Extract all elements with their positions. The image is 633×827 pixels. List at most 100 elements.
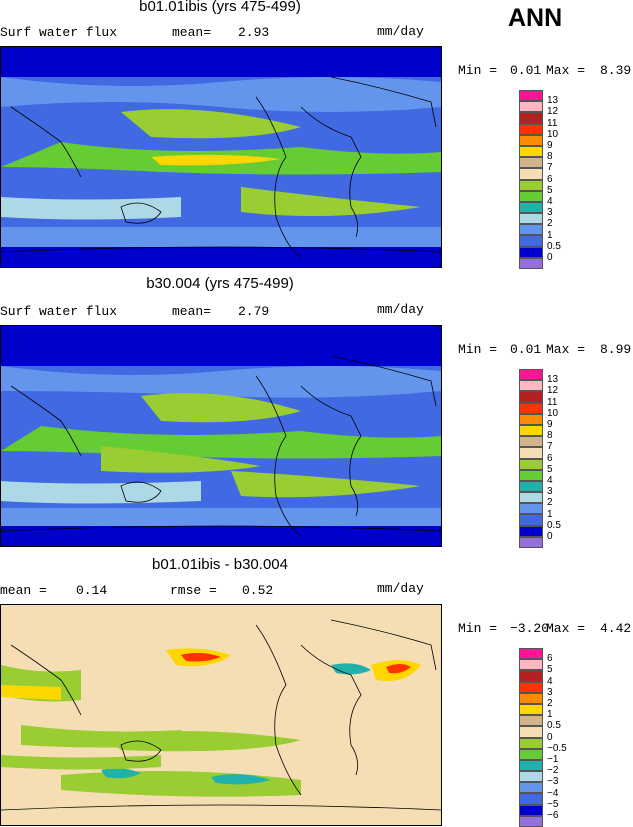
colorbar-label: −4	[547, 787, 559, 799]
panel-3-rmse-value: 0.52	[242, 583, 274, 598]
colorbar-swatch	[519, 692, 543, 704]
colorbar-swatch	[519, 480, 543, 493]
colorbar-label: −6	[547, 810, 559, 821]
colorbar-label: 6	[547, 653, 553, 665]
panel-1-min-label: Min =	[458, 63, 498, 78]
colorbar-swatch	[519, 112, 543, 124]
colorbar-swatch	[519, 715, 543, 727]
colorbar-label: 10	[547, 128, 559, 140]
panel-1-mean-value: 2.93	[238, 25, 270, 40]
colorbar-label: 2	[547, 497, 553, 509]
colorbar-label: 12	[547, 106, 559, 118]
colorbar-swatch	[519, 771, 543, 783]
colorbar-swatch	[519, 737, 543, 749]
colorbar-swatch	[519, 157, 543, 169]
panel-2-max-label: Max =	[546, 342, 586, 357]
colorbar-swatch	[519, 815, 543, 827]
colorbar-label: −5	[547, 798, 559, 810]
panel-3-min-label: Min =	[458, 621, 498, 636]
panel-2-min-label: Min =	[458, 342, 498, 357]
colorbar-swatch	[519, 235, 543, 247]
colorbar-swatch	[519, 469, 543, 481]
panel-3-min-value: −3.20	[510, 621, 550, 636]
panel-2-mean-label: mean=	[172, 304, 212, 319]
colorbar-label: 9	[547, 419, 553, 430]
colorbar-label: 13	[547, 95, 559, 107]
colorbar-swatch	[519, 436, 543, 448]
panel-1-title: b01.01ibis (yrs 475-499)	[139, 0, 301, 15]
colorbar-label: 3	[547, 207, 553, 219]
colorbar-label: 8	[547, 151, 553, 163]
colorbar-label: −2	[547, 765, 559, 777]
colorbar-swatch	[519, 659, 543, 671]
panel-1-mean-label: mean=	[172, 25, 212, 40]
colorbar-label: 2	[547, 698, 553, 709]
colorbar-label: 0	[547, 252, 553, 263]
colorbar-swatch	[519, 369, 543, 381]
panel-2-title: b30.004 (yrs 475-499)	[146, 275, 294, 292]
panel-1-map	[0, 46, 442, 268]
colorbar-swatch	[519, 804, 543, 816]
panel-3-map	[0, 604, 442, 826]
panel-3-max-value: 4.42	[600, 621, 632, 636]
colorbar-label: 1	[547, 508, 553, 520]
panel-1-colorbar: 13 12 11 10 9 8 7 6 5 4 3 2 1 0.5 0	[519, 90, 561, 269]
panel-2-mean-value: 2.79	[238, 304, 270, 319]
colorbar-swatch	[519, 536, 543, 548]
panel-1-min-value: 0.01	[510, 63, 542, 78]
colorbar-swatch	[519, 213, 543, 225]
colorbar-label: 9	[547, 140, 553, 151]
colorbar-swatch	[519, 525, 543, 537]
colorbar-label: 4	[547, 196, 553, 207]
colorbar-swatch	[519, 458, 543, 470]
panel-2-units: mm/day	[377, 302, 424, 317]
colorbar-label: 0	[547, 731, 553, 743]
colorbar-label: 11	[547, 117, 558, 129]
panel-1-max-label: Max =	[546, 63, 586, 78]
colorbar-label: 12	[547, 385, 559, 397]
colorbar-label: 7	[547, 441, 553, 453]
panel-3-mean-value: 0.14	[76, 583, 108, 598]
colorbar-swatch	[519, 503, 543, 515]
season-label: ANN	[508, 4, 563, 32]
colorbar-label: 8	[547, 430, 553, 442]
panel-1-variable-label: Surf water flux	[0, 25, 118, 40]
colorbar-swatch	[519, 168, 543, 180]
colorbar-label: 4	[547, 675, 553, 687]
colorbar-swatch	[519, 514, 543, 526]
colorbar-label: 7	[547, 162, 553, 174]
colorbar-swatch	[519, 224, 543, 236]
panel-2-min-value: 0.01	[510, 342, 542, 357]
colorbar-label: 2	[547, 218, 553, 230]
colorbar-label: −3	[547, 776, 559, 788]
colorbar-swatch	[519, 179, 543, 191]
panel-3-title: b01.01ibis - b30.004	[152, 556, 288, 573]
colorbar-swatch	[519, 201, 543, 214]
colorbar-swatch	[519, 145, 543, 158]
colorbar-swatch	[519, 492, 543, 504]
colorbar-swatch	[519, 402, 543, 414]
colorbar-label: 4	[547, 475, 553, 486]
colorbar-label: 0.5	[547, 240, 561, 252]
colorbar-swatch	[519, 759, 543, 772]
colorbar-label: 3	[547, 486, 553, 498]
colorbar-swatch	[519, 134, 543, 146]
panel-3-units: mm/day	[377, 581, 424, 596]
colorbar-swatch	[519, 246, 543, 258]
panel-2-variable-label: Surf water flux	[0, 304, 118, 319]
colorbar-label: 13	[547, 374, 559, 386]
colorbar-swatch	[519, 703, 543, 716]
colorbar-label: 1	[547, 229, 553, 241]
colorbar-swatch	[519, 257, 543, 269]
colorbar-swatch	[519, 748, 543, 760]
colorbar-swatch	[519, 726, 543, 738]
panel-3-rmse-label: rmse =	[170, 583, 217, 598]
colorbar-swatch	[519, 447, 543, 459]
panel-3-colorbar: 6 5 4 3 2 1 0.5 0 −0.5 −1 −2 −3 −4 −5 −6	[519, 648, 567, 827]
colorbar-swatch	[519, 101, 543, 113]
colorbar-swatch	[519, 424, 543, 437]
colorbar-swatch	[519, 90, 543, 102]
colorbar-label: −0.5	[547, 742, 567, 754]
colorbar-label: 5	[547, 664, 553, 676]
colorbar-swatch	[519, 190, 543, 202]
